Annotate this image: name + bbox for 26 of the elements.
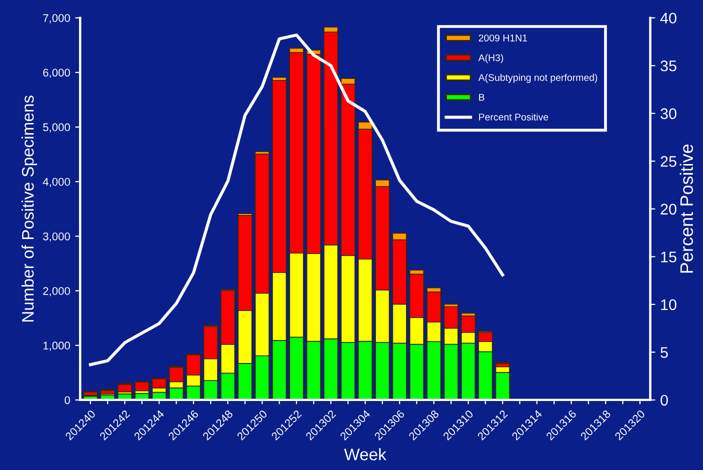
y2-tick-label: 15 (661, 252, 676, 262)
y2-tick-label: 5 (660, 347, 668, 358)
y-tick-label: 0 (64, 396, 70, 404)
y2-tick-label: 0 (660, 394, 668, 406)
legend-label: B (479, 94, 484, 101)
x-axis-title: Week (344, 448, 386, 460)
y-tick-label: 2,000 (43, 287, 70, 296)
y2-tick-label: 25 (660, 156, 676, 167)
y-tick-label: 3,000 (43, 232, 70, 242)
y-tick-label: 6,000 (43, 68, 70, 78)
y-tick-label: 4,000 (42, 178, 70, 188)
y-tick-label: 7,000 (43, 14, 70, 24)
y-axis-title: Number of Positive Specimens (22, 96, 38, 322)
bar (152, 378, 166, 388)
y-tick-label: 1,000 (43, 342, 70, 351)
y2-tick-label: 30 (660, 108, 676, 120)
legend-label: Percent Positive (479, 113, 548, 120)
legend-label: A(H3) (478, 54, 504, 64)
legend-label: 2009 H1N1 (478, 34, 528, 42)
y2-tick-label: 10 (661, 299, 676, 310)
y-tick-label: 5,000 (43, 123, 70, 132)
y2-axis-title: Percent Positive (680, 144, 694, 273)
y2-tick-label: 40 (660, 12, 676, 24)
y2-tick-label: 35 (660, 60, 676, 72)
legend-label: A(Subtyping not performed) (478, 74, 598, 83)
y2-tick-label: 20 (660, 204, 676, 215)
